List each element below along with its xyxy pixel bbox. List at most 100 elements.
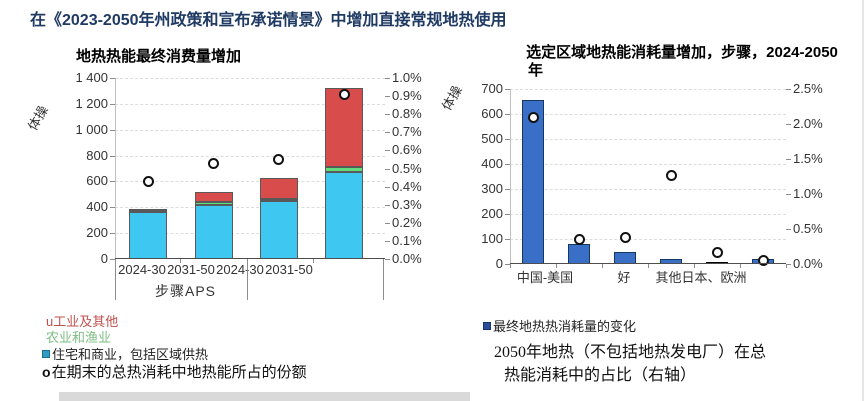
right-axis-tick-label: 0.0% [392, 251, 422, 266]
page-title: 在《2023-2050年州政策和宣布承诺情景》中增加直接常规地热使用 [30, 12, 507, 29]
y-axis-tick-label: 400 [481, 156, 503, 171]
y-axis-tick-label: 800 [86, 147, 108, 163]
right-axis-tick [786, 124, 791, 125]
y-axis-tick [110, 207, 115, 209]
gridline [115, 181, 385, 183]
final-consumption-label: 最终地热热消耗量的变化 [493, 319, 637, 334]
residential-series-square-icon [42, 350, 50, 358]
share-dot [142, 175, 154, 187]
right-axis-tick-label: 0.9% [392, 88, 422, 104]
share-dot-label: 在期末的总热消耗中地热能所占的份额 [51, 365, 307, 381]
y-axis-tick [110, 155, 115, 157]
right-axis-tick-label: 0.2% [392, 214, 422, 230]
gridline [510, 114, 786, 115]
right-axis-tick [385, 259, 390, 260]
share-dot [711, 247, 723, 259]
x-axis-tick [694, 264, 695, 268]
y-axis-tick [110, 78, 115, 79]
right-chart-title: 选定区域地热能消耗量增加，步骤，2024-2050 [500, 41, 864, 62]
share-dot [619, 231, 631, 243]
bar-segment-2 [259, 201, 298, 259]
legend-industry: u工业及其他 [46, 311, 118, 330]
right-axis-tick-label: 2.5% [793, 81, 823, 96]
y-axis-tick-label: 100 [481, 231, 503, 246]
right-axis-tick [385, 96, 390, 98]
right-axis-tick [385, 204, 390, 206]
x-axis-tick [648, 264, 649, 268]
y-axis-tick-label: 1 400 [75, 70, 108, 85]
x-axis-tick [786, 264, 787, 268]
right-axis-tick [385, 132, 390, 134]
y-axis-tick [505, 89, 510, 90]
x-category-label: 2024-30 [216, 262, 264, 277]
legend-final-consumption: 最终地热热消耗量的变化 [483, 316, 636, 335]
right-axis-tick [786, 229, 791, 230]
right-chart-title-text: 选定区域地热能消耗量增加，步骤， [526, 44, 767, 61]
y-axis-tick-label: 200 [86, 225, 108, 241]
y-axis-tick [110, 233, 115, 235]
y-axis-tick [505, 239, 510, 240]
bar-segment-3 [325, 172, 363, 259]
right-axis-tick [385, 78, 390, 79]
y-axis-line [115, 78, 116, 259]
right-axis-tick-label: 1.5% [793, 151, 823, 166]
right-axis-tick-label: 0.5% [793, 221, 823, 236]
x-axis-tick [180, 259, 181, 263]
x-category-label: 其他日本、欧洲 [655, 270, 747, 285]
bar-segment-0 [129, 208, 167, 211]
bar-0 [522, 100, 544, 264]
right-axis-tick [786, 89, 791, 90]
y-axis-tick-label: 300 [481, 181, 503, 196]
x-axis-tick [556, 264, 557, 268]
y-axis-tick-label: 600 [481, 106, 503, 121]
gridline [510, 89, 786, 90]
gridline [115, 129, 385, 131]
bar-segment-3 [325, 167, 363, 173]
y-axis-tick-label: 200 [481, 206, 503, 221]
right-axis-tick [385, 168, 390, 170]
right-axis-tick-label: 0.3% [392, 196, 422, 212]
share-dot [757, 255, 769, 266]
y-axis-tick [110, 259, 115, 260]
gridline [510, 239, 786, 240]
group-separator-line [383, 259, 384, 300]
right-axis-tick-label: 2.0% [793, 116, 823, 131]
bar-segment-1 [194, 202, 233, 206]
x-axis-line [510, 263, 786, 264]
left-chart-group-label: 步骤APS [155, 283, 217, 299]
x-axis-line [115, 258, 385, 259]
right-axis-tick-label: 0.8% [392, 106, 422, 122]
legend-residential: 住宅和商业，包括区域供热 [42, 344, 208, 363]
gridline [510, 139, 786, 140]
y-axis-tick [110, 103, 115, 105]
final-consumption-square-icon [483, 322, 491, 330]
right-axis-tick-label: 0.7% [392, 124, 422, 140]
y-axis-tick-label: 1 200 [75, 95, 108, 111]
share-dot [527, 111, 539, 123]
bar-segment-1 [194, 191, 233, 203]
legend-agriculture: 农业和渔业 [46, 327, 111, 346]
right-axis-tick [385, 186, 390, 188]
x-category-label: 好 [617, 270, 631, 285]
legend-share-dot: o在期末的总热消耗中地热能所占的份额 [42, 361, 307, 382]
y-axis-tick-label: 500 [481, 131, 503, 146]
gridline [115, 233, 385, 235]
industry-series-marker: u [46, 314, 54, 329]
gridline [510, 164, 786, 165]
bar-segment-3 [325, 87, 363, 168]
y-axis-tick [505, 189, 510, 190]
y-axis-tick [110, 181, 115, 183]
share-dot-circle-icon: o [42, 364, 51, 380]
share-dot [573, 234, 585, 245]
y-axis-tick [110, 129, 115, 131]
share-dot [273, 153, 284, 165]
right-axis-tick [385, 114, 390, 116]
group-separator-line [247, 259, 248, 300]
right-edge-line [862, 0, 864, 401]
share-dot [665, 170, 677, 182]
right-axis-tick-label: 0.5% [392, 160, 422, 176]
industry-series-label: 工业及其他 [53, 314, 119, 329]
share-dot [338, 88, 350, 100]
right-axis-tick [385, 240, 390, 242]
